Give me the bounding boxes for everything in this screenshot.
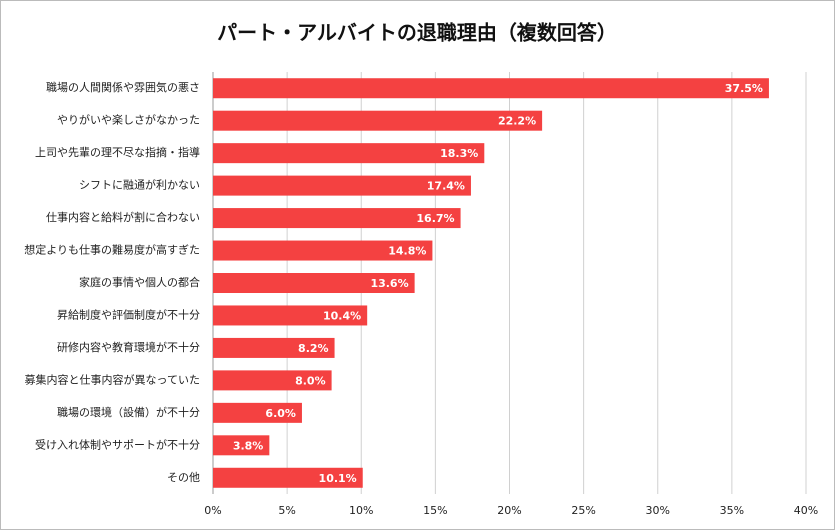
x-tick-label: 30% xyxy=(646,504,670,517)
value-label: 8.0% xyxy=(295,374,326,387)
value-label: 17.4% xyxy=(427,180,465,193)
bar xyxy=(213,305,368,326)
y-tick-label: 研修内容や教育環境が不十分 xyxy=(57,340,200,354)
value-label: 18.3% xyxy=(440,147,478,160)
bar xyxy=(213,240,433,261)
value-label: 37.5% xyxy=(725,82,763,95)
y-tick-label: その他 xyxy=(167,471,200,484)
bar xyxy=(213,143,485,164)
y-tick-label: やりがいや楽しさがなかった xyxy=(57,113,200,127)
bar xyxy=(213,175,471,196)
y-tick-label: 職場の人間関係や雰囲気の悪さ xyxy=(46,80,200,94)
bar xyxy=(213,467,363,488)
value-label: 10.4% xyxy=(323,309,361,322)
x-tick-label: 35% xyxy=(720,504,744,517)
y-tick-label: 受け入れ体制やサポートが不十分 xyxy=(35,437,200,451)
y-tick-label: 家庭の事情や個人の都合 xyxy=(79,275,200,289)
value-label: 16.7% xyxy=(416,212,454,225)
bar xyxy=(213,273,415,293)
x-tick-label: 25% xyxy=(571,504,595,517)
chart-title: パート・アルバイトの退職理由（複数回答） xyxy=(217,21,617,45)
x-tick-label: 5% xyxy=(278,504,295,517)
bar xyxy=(213,337,335,358)
bar xyxy=(213,208,461,229)
bar xyxy=(213,435,270,456)
x-tick-label: 10% xyxy=(349,504,373,517)
x-tick-label: 0% xyxy=(204,504,221,517)
value-label: 22.2% xyxy=(498,115,536,128)
y-tick-label: 募集内容と仕事内容が異なっていた xyxy=(25,372,200,386)
bar xyxy=(213,78,769,99)
value-label: 3.8% xyxy=(233,439,264,452)
y-tick-label: 職場の環境（設備）が不十分 xyxy=(57,405,200,419)
x-tick-label: 40% xyxy=(794,504,818,517)
bar xyxy=(213,110,543,131)
x-tick-label: 20% xyxy=(497,504,521,517)
bar xyxy=(213,402,302,423)
value-label: 10.1% xyxy=(319,472,357,485)
y-tick-label: 想定よりも仕事の難易度が高すぎた xyxy=(24,243,200,257)
y-tick-label: 上司や先輩の理不尽な指摘・指導 xyxy=(35,145,200,159)
y-tick-label: 昇給制度や評価制度が不十分 xyxy=(57,307,200,321)
x-tick-label: 15% xyxy=(423,504,447,517)
value-label: 6.0% xyxy=(265,407,296,420)
y-tick-label: 仕事内容と給料が割に合わない xyxy=(46,210,200,224)
value-label: 13.6% xyxy=(370,277,408,290)
bar xyxy=(213,370,332,391)
value-label: 14.8% xyxy=(388,245,426,258)
value-label: 8.2% xyxy=(298,342,329,355)
y-tick-label: シフトに融通が利かない xyxy=(79,178,200,192)
